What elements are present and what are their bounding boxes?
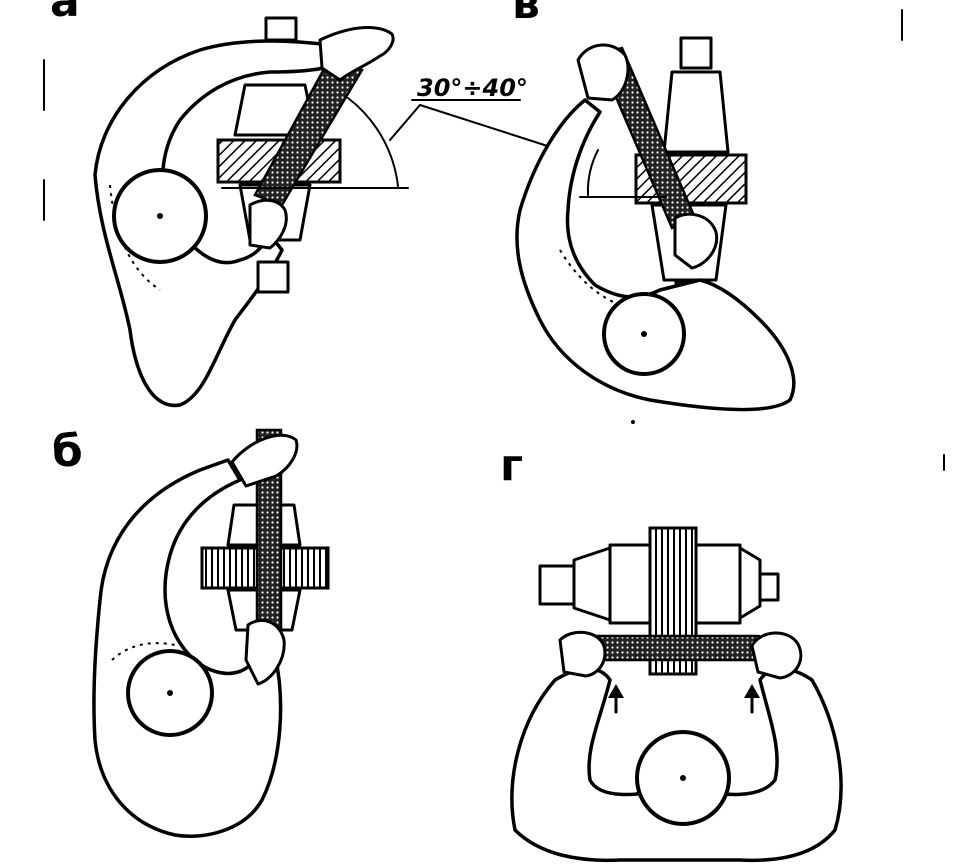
panel-g-shaft-end-right — [758, 572, 780, 602]
panel-g-shaft-left — [572, 546, 612, 622]
panel-g-left-hand — [558, 630, 607, 678]
panel-g-hub-right — [694, 543, 742, 625]
panel-v-angle-arc — [586, 149, 599, 196]
panel-g-label: г — [500, 440, 523, 491]
panel-b: б — [52, 426, 330, 838]
panel-a-leader-line — [389, 104, 421, 141]
up-arrow-icon — [744, 684, 760, 714]
panel-v-rear-hand — [673, 212, 719, 270]
panel-a-shaft-end-top — [264, 16, 298, 42]
panel-v-sleeve-seam — [559, 249, 621, 306]
panel-b-rear-hand — [244, 619, 286, 686]
panel-a-front-hand — [318, 26, 395, 82]
panel-v-shaft-upper — [662, 70, 730, 154]
panel-a-rear-hand — [248, 198, 288, 250]
panel-g-shaft-end-left — [538, 564, 576, 606]
panel-g-shaft-right — [738, 546, 762, 620]
angle-label: 30°÷40° — [417, 74, 528, 102]
scan-specks — [43, 9, 945, 471]
panel-g-file — [590, 634, 764, 662]
panel-v-label: в — [512, 0, 540, 29]
panel-b-label: б — [52, 426, 83, 477]
shared-leader-line — [419, 104, 561, 151]
panel-v-front-hand — [576, 43, 630, 102]
panel-v-worker-body — [515, 98, 796, 412]
panel-v: в — [512, 0, 796, 424]
up-arrow-icon — [608, 684, 624, 714]
panel-a: а 30°÷40° — [50, 0, 561, 408]
panel-a-label: а — [50, 0, 80, 27]
panel-b-front-hand — [230, 433, 299, 488]
panel-b-sleeve-seam — [111, 642, 176, 661]
panel-a-shaft-end-bottom — [256, 260, 290, 294]
panel-v-speck — [631, 420, 635, 424]
panel-v-shaft-end-top — [679, 36, 713, 70]
panel-g-right-hand — [750, 631, 803, 680]
panel-g-hub-left — [608, 543, 652, 625]
panel-a-angle-arc — [347, 97, 399, 187]
panel-g: г — [500, 440, 843, 863]
